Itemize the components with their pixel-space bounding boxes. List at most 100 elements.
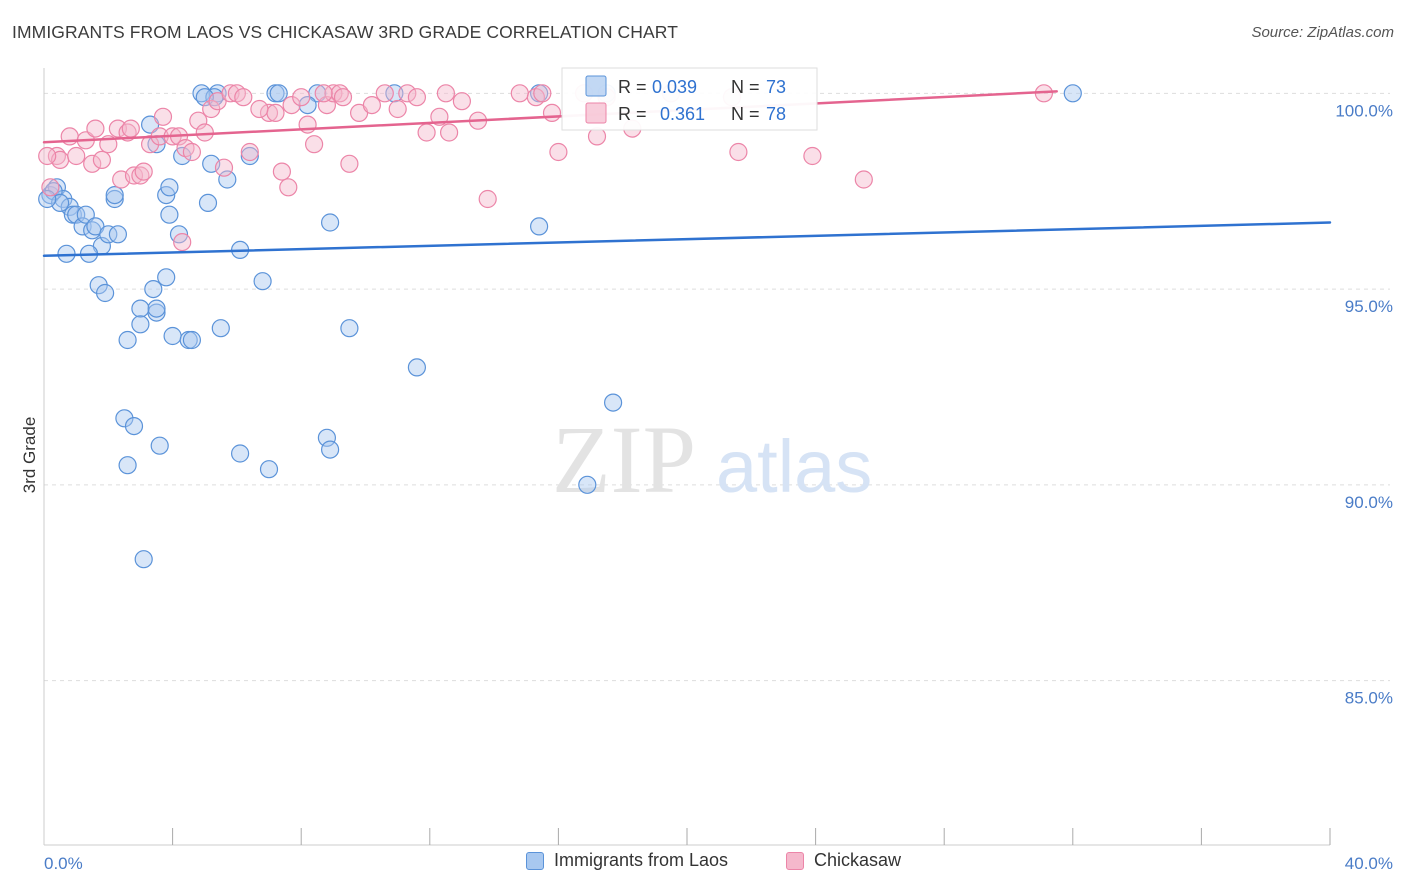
- data-point: [250, 99, 269, 119]
- data-point: [57, 244, 76, 263]
- legend-r-value-pink: 0.361: [660, 104, 705, 124]
- legend-item-immigrants-from-laos[interactable]: Immigrants from Laos: [526, 850, 728, 871]
- x-tick-label-max: 40.0%: [1345, 854, 1393, 873]
- legend-box: R = 0.039 N = 73 R = 0.361 N = 78: [561, 67, 818, 131]
- data-point: [173, 233, 192, 252]
- data-point: [147, 299, 166, 318]
- series-immigrants-from-laos: [38, 84, 1082, 569]
- data-point: [362, 95, 381, 115]
- data-point: [317, 95, 336, 115]
- data-point: [259, 460, 279, 479]
- data-point: [41, 178, 60, 197]
- data-point: [160, 178, 179, 197]
- data-point: [160, 205, 179, 224]
- data-point: [440, 123, 459, 142]
- data-point: [324, 84, 343, 103]
- data-point: [385, 84, 404, 103]
- data-point: [182, 330, 201, 350]
- data-point: [529, 217, 549, 236]
- legend-r-label-blue: R =: [618, 77, 647, 97]
- data-point: [131, 299, 150, 318]
- data-point: [105, 186, 124, 205]
- y-tick-labels: 85.0% 90.0% 95.0% 100.0%: [1335, 101, 1393, 707]
- data-point: [478, 189, 497, 209]
- chart-title: IMMIGRANTS FROM LAOS VS CHICKASAW 3RD GR…: [12, 22, 678, 42]
- legend-swatch-pink-bottom: [786, 851, 804, 870]
- data-point: [240, 142, 259, 162]
- data-point: [189, 111, 208, 130]
- legend-swatch-blue-bottom: [526, 851, 544, 870]
- data-point: [305, 135, 324, 154]
- y-tick-label: 85.0%: [1345, 689, 1393, 708]
- data-point: [211, 319, 230, 338]
- data-point: [95, 283, 115, 303]
- data-point: [578, 475, 597, 494]
- data-point: [317, 428, 336, 447]
- data-point: [240, 146, 259, 166]
- data-point: [86, 119, 105, 138]
- trend-lines: [42, 90, 1332, 258]
- data-point: [118, 330, 137, 350]
- data-point: [182, 142, 201, 162]
- data-point: [218, 170, 237, 189]
- watermark-zip: ZIP: [552, 406, 696, 513]
- data-point: [124, 417, 144, 436]
- data-point: [542, 103, 562, 123]
- data-point: [549, 142, 568, 162]
- data-point: [157, 268, 176, 287]
- data-point: [266, 103, 285, 123]
- data-point: [234, 88, 253, 107]
- data-point: [314, 84, 333, 103]
- data-point: [729, 142, 748, 162]
- data-point: [533, 84, 552, 103]
- data-point: [259, 103, 279, 123]
- data-point: [195, 123, 214, 142]
- data-point: [388, 99, 407, 119]
- data-point: [333, 88, 353, 107]
- data-point: [92, 150, 112, 169]
- trend-line: [42, 221, 1332, 258]
- legend-swatch-pink: [585, 102, 607, 124]
- data-point: [163, 326, 182, 346]
- data-point: [436, 84, 455, 103]
- data-point: [108, 119, 128, 138]
- data-point: [231, 444, 250, 463]
- legend-r-value-blue: 0.039: [652, 77, 697, 97]
- data-point: [253, 272, 272, 291]
- data-point: [73, 217, 92, 236]
- grid-lines: [44, 92, 1390, 682]
- data-point: [272, 162, 291, 181]
- data-point: [150, 436, 169, 455]
- data-point: [321, 440, 340, 459]
- data-point: [76, 205, 95, 224]
- data-point: [854, 170, 873, 189]
- data-point: [292, 88, 311, 107]
- x-tick-labels: 0.0% 40.0%: [44, 854, 1393, 873]
- x-tick-label-min: 0.0%: [44, 854, 83, 873]
- data-point: [131, 315, 150, 334]
- data-point: [124, 166, 144, 185]
- data-point: [115, 409, 134, 428]
- legend-label-chickasaw: Chickasaw: [814, 850, 902, 870]
- data-point: [214, 158, 234, 177]
- legend-r-label-pink: R =: [618, 104, 647, 124]
- data-point: [407, 358, 426, 377]
- data-point: [134, 550, 153, 569]
- legend-n-label-blue: N =: [731, 77, 760, 97]
- data-point: [321, 213, 340, 232]
- data-point: [118, 456, 137, 475]
- data-point: [99, 225, 118, 244]
- data-point: [38, 146, 57, 166]
- data-point: [510, 84, 529, 103]
- y-tick-label: 90.0%: [1345, 493, 1393, 512]
- legend-n-value-blue: 73: [766, 77, 786, 97]
- legend-item-chickasaw[interactable]: Chickasaw: [786, 850, 901, 871]
- data-point: [67, 146, 86, 166]
- trend-line: [42, 90, 1058, 144]
- data-point: [144, 280, 163, 299]
- data-point: [279, 178, 298, 197]
- data-point: [407, 88, 426, 107]
- axes: [43, 68, 1331, 846]
- y-tick-label: 95.0%: [1345, 297, 1393, 316]
